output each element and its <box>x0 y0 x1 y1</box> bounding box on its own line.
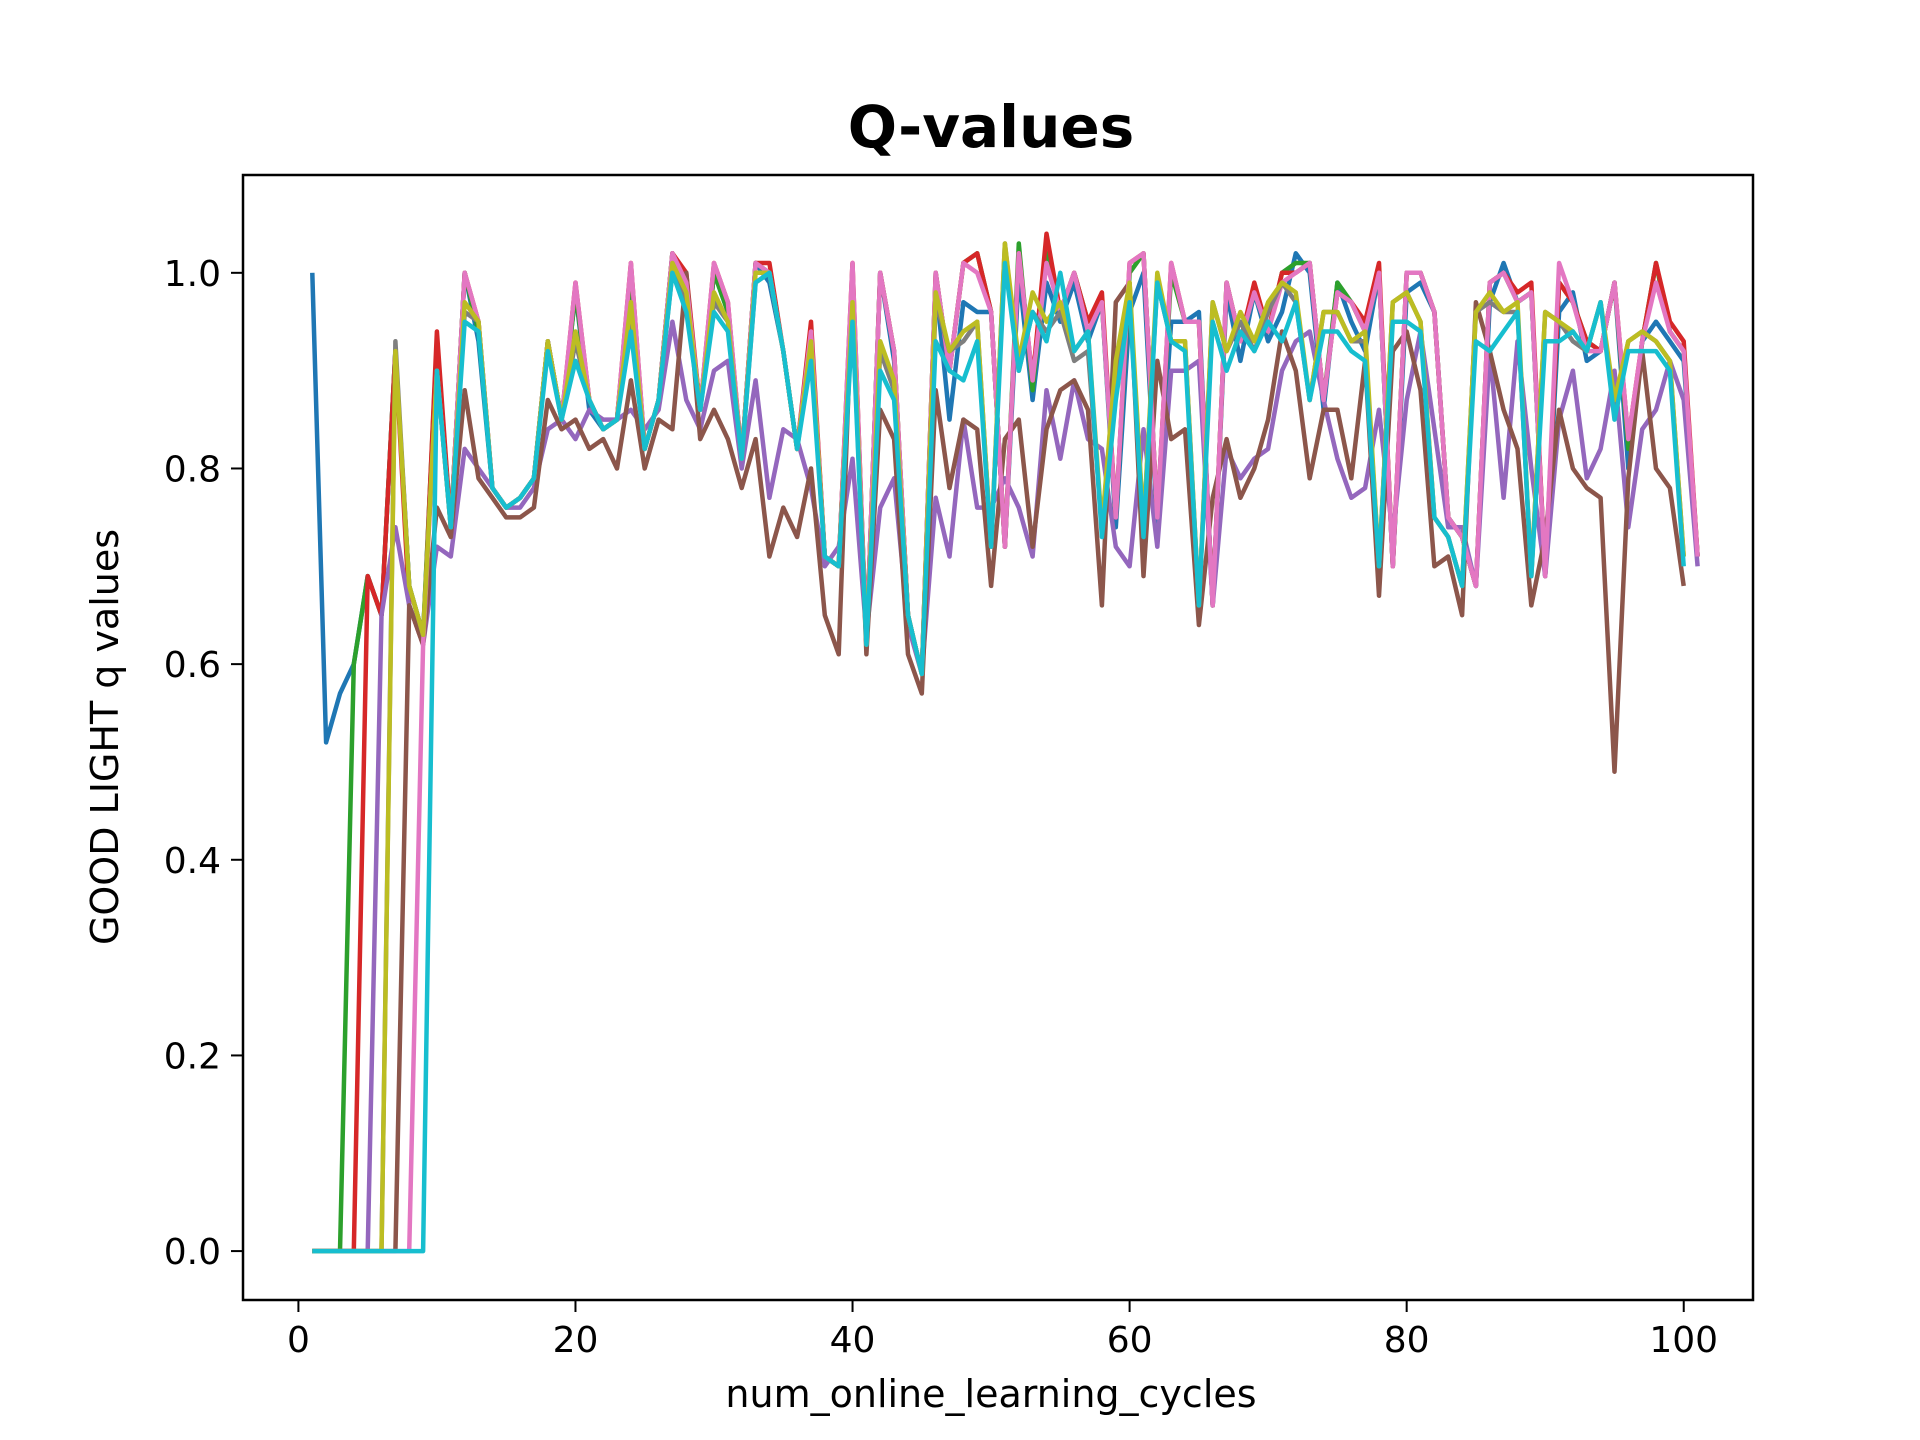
x-tick-label: 60 <box>1107 1320 1153 1361</box>
y-tick-label: 0.0 <box>164 1232 221 1273</box>
y-tick-label: 1.0 <box>164 254 221 295</box>
x-tick-label: 40 <box>830 1320 876 1361</box>
y-axis-label: GOOD LIGHT q values <box>83 529 127 945</box>
x-tick-label: 100 <box>1649 1320 1718 1361</box>
x-tick-label: 0 <box>287 1320 310 1361</box>
x-tick-label: 20 <box>553 1320 599 1361</box>
y-tick-label: 0.8 <box>164 449 221 490</box>
series-line-10 <box>312 260 1686 1254</box>
series-line-6 <box>312 270 1686 1254</box>
y-axis: 0.0 0.2 0.4 0.6 0.8 1.0 <box>164 254 243 1273</box>
chart-title: Q-values <box>848 93 1134 161</box>
series-layer <box>310 231 1700 1254</box>
y-tick-label: 0.6 <box>164 645 221 686</box>
x-axis-label: num_online_learning_cycles <box>725 1372 1256 1416</box>
x-axis: 0 20 40 60 80 100 <box>287 1300 1718 1361</box>
x-tick-label: 80 <box>1384 1320 1430 1361</box>
plot-frame <box>241 173 1755 1302</box>
y-tick-label: 0.4 <box>164 841 221 882</box>
y-tick-label: 0.2 <box>164 1036 221 1077</box>
